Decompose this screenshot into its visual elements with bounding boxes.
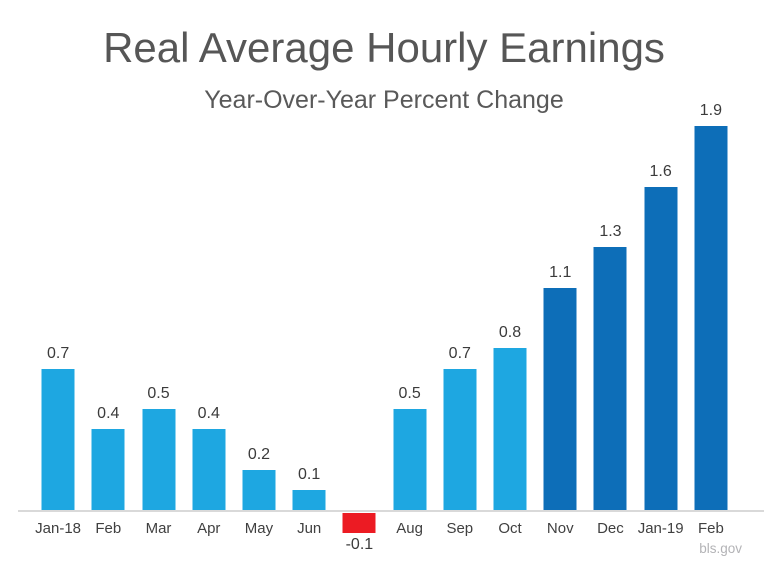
bar-value-label: 0.7 — [448, 344, 471, 362]
bar-month-label: Jan-19 — [637, 520, 684, 537]
chart-title: Real Average Hourly Earnings — [103, 24, 665, 71]
x-axis-line — [18, 510, 764, 512]
bar-value-label: 0.7 — [46, 344, 70, 362]
bar — [41, 368, 75, 510]
bar-value-label: 1.1 — [549, 263, 572, 281]
bar-month-label: Sep — [446, 520, 474, 537]
bar — [393, 409, 427, 510]
bar — [493, 348, 527, 510]
bar-month-label: Oct — [498, 520, 522, 537]
bar-column: 0.5 Mar — [133, 0, 183, 576]
bar-value-label: -0.1 — [345, 536, 374, 554]
bar — [694, 126, 728, 510]
bar-column: 0.4 Feb — [83, 0, 133, 576]
bar-column: 0.1 Jun — [284, 0, 334, 576]
bar-column: 0.4 Apr — [184, 0, 234, 576]
bar-value-label: 0.4 — [197, 405, 220, 423]
bar-value-label: 0.5 — [147, 385, 170, 402]
bar-column: 1.9 Feb — [686, 0, 736, 576]
bar-value-label: 0.4 — [97, 405, 120, 423]
bar-value-label: 0.5 — [398, 385, 421, 402]
bar-column: 0.7 Jan-18 — [33, 0, 83, 576]
bar-month-label: Jun — [297, 520, 322, 537]
bar-column: 0.8 Oct — [485, 0, 535, 576]
bar — [443, 368, 477, 510]
bar-column: 1.3 Dec — [585, 0, 635, 576]
bar-column: 1.6 Jan-19 — [636, 0, 686, 576]
bar-month-label: Feb — [697, 520, 724, 537]
bar — [342, 513, 376, 534]
bar — [242, 469, 276, 510]
bar-month-label: Dec — [597, 520, 624, 537]
bar — [292, 489, 326, 510]
bar-column: 1.1 Nov — [535, 0, 585, 576]
bar — [593, 247, 627, 510]
bar-month-label: Jan-18 — [35, 520, 82, 537]
bar-month-label: May — [244, 520, 274, 537]
chart-subtitle: Year-Over-Year Percent Change — [204, 86, 564, 114]
bar-value-label: 1.9 — [699, 102, 722, 120]
bar-month-label: Apr — [197, 520, 221, 537]
bar-column: -0.1 — [334, 0, 384, 576]
bar-column: 0.7 Sep — [435, 0, 485, 576]
bar-value-label: 0.1 — [298, 465, 321, 483]
bar-column: 0.5 Aug — [385, 0, 435, 576]
bar-month-label: Mar — [145, 520, 172, 537]
bar — [192, 429, 226, 510]
bar-month-label: Aug — [396, 520, 423, 537]
source-label: bls.gov — [699, 541, 742, 556]
bar-column: 0.2 May — [234, 0, 284, 576]
bar-month-label: Feb — [95, 520, 122, 537]
bar — [142, 409, 176, 510]
bar — [543, 287, 577, 510]
bar-value-label: 0.8 — [498, 324, 522, 342]
bar-month-label: Nov — [546, 520, 574, 537]
bar-value-label: 1.6 — [649, 162, 672, 180]
bar-value-label: 0.2 — [247, 445, 271, 463]
bar — [644, 186, 678, 510]
bar-value-label: 1.3 — [599, 223, 622, 241]
bar — [91, 429, 125, 510]
